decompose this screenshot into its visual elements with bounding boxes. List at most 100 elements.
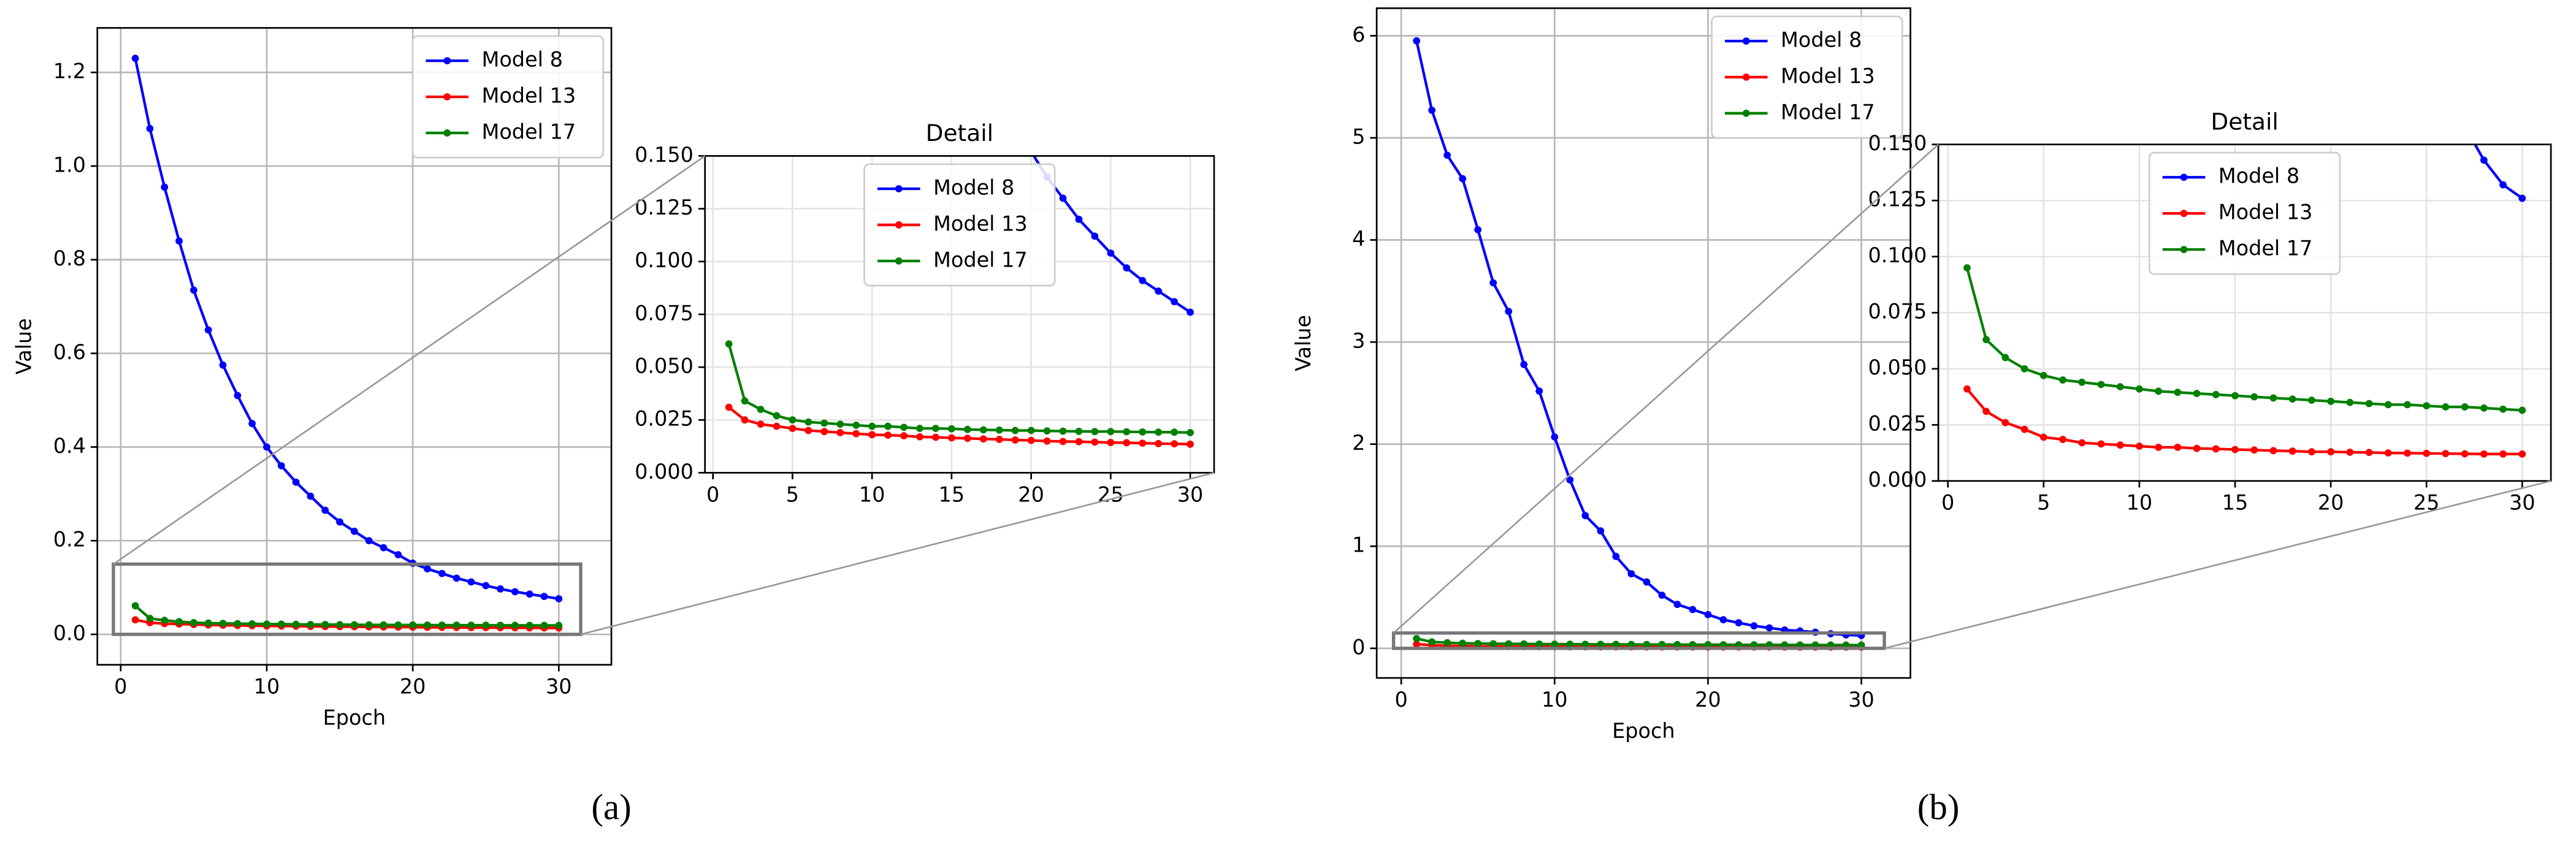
- data-point: [2480, 450, 2488, 458]
- legend-marker: [895, 185, 903, 192]
- legend-label: Model 13: [2219, 200, 2313, 224]
- zoom-connector: [1884, 480, 2551, 650]
- data-point: [555, 595, 563, 602]
- data-point: [2212, 445, 2220, 453]
- data-point: [2404, 29, 2411, 36]
- data-point: [424, 565, 431, 572]
- data-point: [725, 340, 733, 348]
- y-tick-label: 0: [1352, 635, 1365, 659]
- x-tick-label: 15: [939, 482, 965, 506]
- plot-frame: [704, 155, 1215, 474]
- data-point: [1123, 439, 1131, 447]
- data-point: [292, 478, 300, 486]
- data-point: [1459, 175, 1467, 183]
- data-point: [963, 425, 971, 433]
- data-point: [497, 621, 504, 629]
- x-tick-label: 0: [114, 675, 127, 699]
- data-point: [2116, 383, 2124, 390]
- data-point: [1982, 336, 1990, 344]
- legend-marker: [443, 93, 451, 101]
- zoom-box: [1391, 631, 1886, 650]
- data-point: [1581, 512, 1589, 520]
- x-tick-label: 25: [1098, 482, 1124, 506]
- data-point: [757, 406, 765, 413]
- data-point: [1413, 37, 1421, 45]
- legend-label: Model 13: [933, 211, 1028, 235]
- data-point: [380, 544, 388, 552]
- legend-box: [863, 163, 1056, 287]
- data-point: [2518, 194, 2526, 202]
- data-point: [2250, 446, 2258, 454]
- data-point: [511, 588, 519, 596]
- y-tick-label: 0.6: [53, 340, 86, 364]
- y-tick-label: 0.125: [635, 196, 694, 219]
- data-point: [1075, 427, 1083, 435]
- data-point: [852, 430, 860, 438]
- data-point: [131, 55, 139, 63]
- data-point: [2001, 354, 2009, 362]
- plot-area: [725, 78, 1194, 448]
- data-point: [234, 620, 242, 628]
- data-point: [307, 621, 315, 628]
- data-point: [773, 422, 781, 430]
- y-tick-label: 0.025: [635, 407, 694, 431]
- data-point: [2442, 450, 2450, 457]
- data-point: [979, 426, 987, 434]
- zoom-box: [112, 562, 583, 636]
- data-point: [1155, 439, 1163, 447]
- x-tick-label: 20: [2318, 491, 2344, 515]
- data-point: [1765, 624, 1773, 632]
- y-tick-label: 0.050: [1868, 355, 1927, 379]
- data-point: [996, 78, 1003, 86]
- data-point: [1673, 601, 1681, 609]
- data-point: [2423, 74, 2430, 81]
- x-axis-label: Epoch: [323, 706, 386, 730]
- data-point: [1155, 287, 1163, 295]
- data-point: [190, 619, 197, 626]
- plot-frame: [1375, 7, 1911, 679]
- data-point: [2059, 376, 2066, 384]
- data-point: [307, 492, 315, 500]
- x-tick-label: 30: [2509, 491, 2536, 515]
- data-point: [741, 397, 749, 405]
- data-point: [2078, 439, 2086, 447]
- data-point: [1091, 232, 1099, 240]
- data-point: [2174, 443, 2182, 451]
- x-tick-label: 0: [706, 482, 719, 506]
- data-point: [2020, 365, 2028, 373]
- data-point: [467, 621, 475, 629]
- data-point: [146, 124, 154, 132]
- data-point: [1059, 438, 1067, 446]
- data-point: [820, 419, 828, 427]
- data-point: [263, 620, 270, 628]
- data-point: [884, 422, 892, 430]
- data-point: [1643, 640, 1651, 648]
- zoom-connector: [580, 472, 1215, 636]
- y-tick-label: 0.100: [635, 248, 694, 272]
- y-tick-label: 1.2: [53, 59, 86, 83]
- data-point: [1139, 439, 1147, 447]
- data-point: [248, 620, 256, 628]
- data-point: [1043, 427, 1051, 435]
- data-point: [963, 435, 971, 442]
- data-point: [2404, 401, 2411, 409]
- data-point: [2518, 450, 2526, 458]
- y-tick-label: 1: [1352, 533, 1365, 557]
- data-point: [947, 425, 955, 433]
- legend-box: [411, 35, 604, 159]
- x-tick-label: 30: [546, 675, 572, 699]
- y-tick-label: 1.0: [53, 153, 86, 177]
- data-point: [453, 621, 461, 629]
- data-point: [2039, 371, 2047, 379]
- data-point: [2346, 448, 2354, 456]
- data-point: [321, 621, 329, 628]
- data-point: [1123, 428, 1131, 436]
- data-point: [789, 416, 797, 424]
- panel-label: (a): [591, 787, 631, 827]
- data-point: [2461, 450, 2469, 458]
- legend-label: Model 8: [1781, 28, 1862, 51]
- data-point: [234, 392, 242, 400]
- y-tick-label: 0.075: [1868, 300, 1927, 324]
- data-point: [2136, 385, 2143, 393]
